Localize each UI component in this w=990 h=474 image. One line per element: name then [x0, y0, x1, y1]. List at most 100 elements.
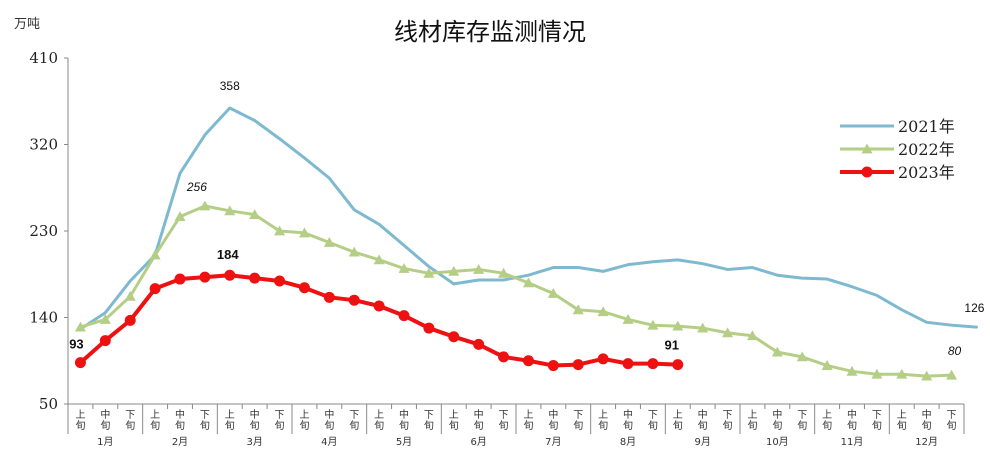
series-point-1 — [871, 368, 883, 379]
x-subperiod-label: 中旬 — [250, 408, 260, 432]
x-subperiod-label: 下旬 — [947, 410, 957, 432]
series-point-2 — [249, 272, 261, 284]
series-point-1 — [174, 211, 186, 221]
series-point-1 — [672, 320, 684, 331]
series-point-1 — [771, 346, 783, 357]
x-month-label: 7月 — [545, 436, 561, 448]
series-point-1 — [398, 262, 410, 273]
x-subperiod-label: 上旬 — [897, 409, 907, 432]
series-point-2 — [99, 335, 111, 347]
x-subperiod-label: 上旬 — [598, 409, 608, 432]
x-subperiod-label: 中旬 — [324, 408, 334, 432]
series-point-1 — [821, 360, 833, 370]
series-point-2 — [298, 282, 310, 294]
series-point-1 — [373, 254, 385, 265]
x-axis-labels: 上旬中旬下旬上旬中旬下旬上旬中旬下旬上旬中旬下旬上旬中旬下旬上旬中旬下旬上旬中旬… — [67, 404, 965, 448]
series-point-1 — [746, 330, 758, 341]
x-subperiod-label: 下旬 — [275, 410, 285, 432]
data-label: 184 — [217, 247, 239, 262]
x-subperiod-label: 上旬 — [673, 409, 683, 432]
series-point-2 — [572, 359, 584, 371]
series-point-1 — [74, 321, 86, 332]
x-subperiod-label: 下旬 — [648, 410, 658, 432]
data-label: 91 — [665, 338, 679, 353]
x-subperiod-label: 中旬 — [175, 408, 185, 432]
series-point-2 — [199, 271, 211, 283]
x-subperiod-label: 中旬 — [847, 408, 857, 432]
legend-label-0: 2021年 — [898, 117, 955, 136]
series-point-1 — [199, 200, 211, 211]
y-tick-label: 50 — [39, 395, 58, 413]
x-subperiod-label: 上旬 — [75, 409, 85, 432]
series-point-1 — [448, 265, 460, 276]
data-label: 126 — [964, 301, 984, 315]
series-layer — [74, 106, 978, 381]
x-subperiod-label: 下旬 — [573, 410, 583, 432]
legend: 2021年 2022年 2023年 — [840, 117, 955, 182]
series-point-2 — [274, 275, 286, 287]
series-point-1 — [298, 227, 310, 238]
series-point-1 — [124, 290, 136, 301]
x-subperiod-label: 上旬 — [747, 409, 757, 432]
x-subperiod-label: 上旬 — [822, 409, 832, 432]
series-point-1 — [423, 267, 435, 278]
series-point-1 — [249, 209, 261, 220]
series-line-1 — [78, 204, 954, 378]
series-point-1 — [622, 313, 634, 324]
x-subperiod-label: 中旬 — [922, 408, 932, 432]
x-month-label: 10月 — [766, 436, 789, 448]
x-subperiod-label: 下旬 — [723, 410, 733, 432]
series-point-1 — [572, 304, 584, 315]
x-subperiod-label: 下旬 — [499, 410, 509, 432]
x-subperiod-label: 中旬 — [100, 408, 110, 432]
x-month-label: 8月 — [620, 436, 636, 448]
x-subperiod-label: 下旬 — [349, 410, 359, 432]
series-point-2 — [149, 283, 161, 295]
series-point-1 — [597, 306, 609, 317]
y-tick-label: 410 — [29, 49, 58, 67]
series-point-2 — [498, 351, 510, 363]
series-point-1 — [149, 249, 161, 260]
y-tick-label: 230 — [29, 222, 58, 240]
series-point-2 — [672, 359, 684, 371]
series-point-2 — [522, 355, 534, 367]
x-month-label: 9月 — [694, 436, 710, 448]
series-point-1 — [274, 225, 286, 236]
series-point-1 — [846, 365, 858, 376]
x-subperiod-label: 下旬 — [200, 410, 210, 432]
x-month-label: 12月 — [915, 436, 938, 448]
series-point-2 — [597, 353, 609, 365]
series-point-1 — [348, 246, 360, 257]
series-point-2 — [124, 314, 136, 326]
x-month-label: 2月 — [172, 436, 188, 448]
chart-title: 线材库存监测情况 — [394, 18, 586, 46]
series-point-1 — [99, 313, 111, 324]
series-line-2 — [78, 273, 680, 368]
x-subperiod-label: 下旬 — [872, 410, 882, 432]
series-point-1 — [473, 263, 485, 274]
x-subperiod-label: 中旬 — [698, 408, 708, 432]
series-point-2 — [224, 269, 236, 281]
series-point-1 — [697, 322, 709, 333]
series-point-2 — [174, 273, 186, 285]
legend-label-1: 2022年 — [898, 140, 955, 159]
x-month-label: 6月 — [470, 436, 486, 448]
x-subperiod-label: 中旬 — [474, 408, 484, 432]
series-point-2 — [373, 300, 385, 312]
series-point-1 — [921, 370, 933, 381]
y-tick-label: 320 — [29, 136, 58, 154]
series-point-1 — [722, 327, 734, 338]
data-label: 80 — [948, 344, 962, 358]
series-point-2 — [647, 358, 659, 370]
x-subperiod-label: 中旬 — [399, 408, 409, 432]
x-month-label: 3月 — [246, 436, 262, 448]
series-point-1 — [896, 368, 908, 379]
y-ticks: 50 140 230 320 410 — [29, 49, 68, 413]
x-subperiod-label: 中旬 — [623, 408, 633, 432]
series-point-2 — [547, 360, 559, 372]
x-month-label: 11月 — [841, 436, 864, 448]
data-label: 256 — [186, 180, 207, 194]
series-point-1 — [946, 369, 958, 380]
series-point-2 — [74, 357, 86, 369]
